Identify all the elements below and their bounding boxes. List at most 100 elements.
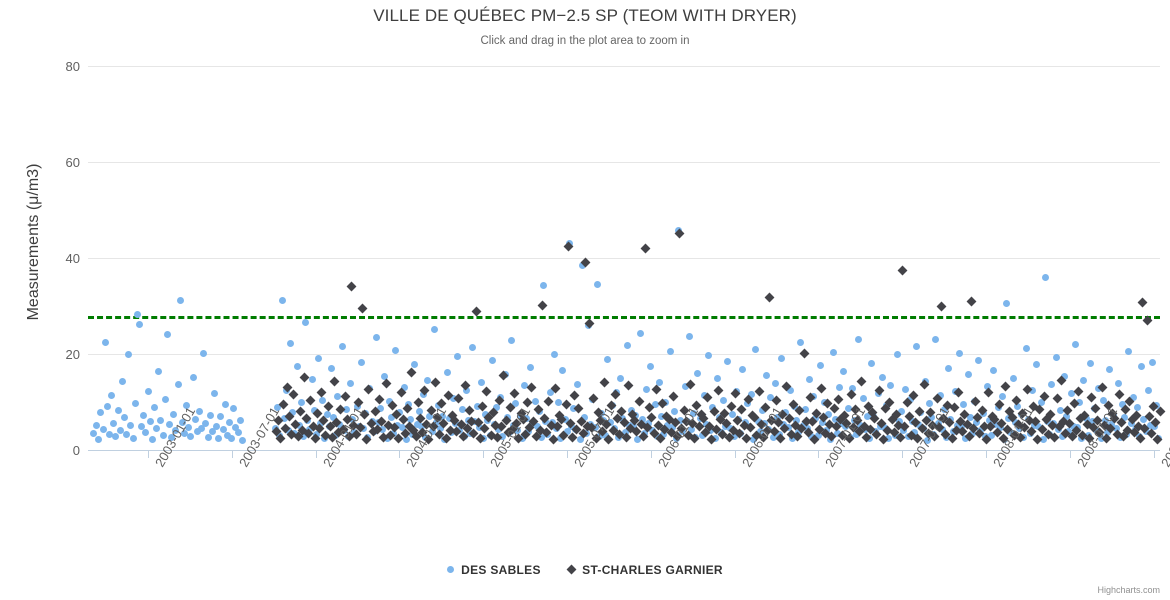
data-point[interactable] bbox=[183, 402, 191, 410]
data-point[interactable] bbox=[617, 374, 625, 382]
data-point[interactable] bbox=[932, 336, 940, 344]
data-point[interactable] bbox=[329, 414, 337, 422]
data-point[interactable] bbox=[578, 261, 586, 269]
data-point[interactable] bbox=[185, 423, 193, 431]
data-point[interactable] bbox=[475, 423, 483, 431]
data-point[interactable] bbox=[238, 436, 246, 444]
data-point[interactable] bbox=[868, 359, 876, 367]
data-point[interactable] bbox=[193, 428, 201, 436]
data-point[interactable] bbox=[236, 416, 244, 424]
data-point[interactable] bbox=[1148, 358, 1156, 366]
data-point[interactable] bbox=[720, 397, 728, 405]
data-point[interactable] bbox=[914, 406, 925, 417]
data-point[interactable] bbox=[293, 362, 301, 370]
data-point[interactable] bbox=[1000, 381, 1011, 392]
data-point[interactable] bbox=[855, 335, 863, 343]
data-point[interactable] bbox=[133, 310, 141, 318]
data-point[interactable] bbox=[215, 435, 223, 443]
data-point[interactable] bbox=[372, 334, 380, 342]
data-point[interactable] bbox=[829, 348, 837, 356]
data-point[interactable] bbox=[1056, 406, 1064, 414]
data-point[interactable] bbox=[323, 411, 331, 419]
data-point[interactable] bbox=[232, 424, 240, 432]
data-point[interactable] bbox=[668, 391, 679, 402]
data-point[interactable] bbox=[752, 345, 760, 353]
data-point[interactable] bbox=[857, 376, 867, 387]
data-point[interactable] bbox=[739, 365, 747, 373]
data-point[interactable] bbox=[599, 377, 610, 388]
data-point[interactable] bbox=[191, 415, 199, 423]
data-point[interactable] bbox=[1033, 360, 1041, 368]
data-point[interactable] bbox=[342, 405, 350, 413]
data-point[interactable] bbox=[398, 424, 406, 432]
data-point[interactable] bbox=[816, 362, 824, 370]
data-point[interactable] bbox=[773, 413, 781, 421]
data-point[interactable] bbox=[462, 386, 470, 394]
data-point[interactable] bbox=[769, 434, 777, 442]
data-point[interactable] bbox=[1052, 393, 1063, 404]
data-point[interactable] bbox=[778, 355, 786, 363]
data-point[interactable] bbox=[278, 297, 286, 305]
data-point[interactable] bbox=[159, 431, 167, 439]
data-point[interactable] bbox=[801, 405, 809, 413]
data-point[interactable] bbox=[89, 429, 97, 437]
data-point[interactable] bbox=[936, 391, 944, 399]
data-point[interactable] bbox=[424, 377, 432, 385]
data-point[interactable] bbox=[685, 332, 693, 340]
data-point[interactable] bbox=[1112, 424, 1120, 432]
data-point[interactable] bbox=[142, 429, 150, 437]
data-point[interactable] bbox=[168, 433, 176, 441]
data-point[interactable] bbox=[775, 434, 786, 444]
data-point[interactable] bbox=[885, 435, 893, 443]
data-point[interactable] bbox=[400, 383, 408, 391]
data-point[interactable] bbox=[786, 386, 794, 394]
data-point[interactable] bbox=[570, 405, 578, 413]
data-point[interactable] bbox=[983, 382, 991, 390]
data-point[interactable] bbox=[758, 407, 766, 415]
data-point[interactable] bbox=[1073, 386, 1084, 397]
data-point[interactable] bbox=[520, 382, 528, 390]
data-point[interactable] bbox=[895, 432, 906, 443]
data-point[interactable] bbox=[902, 386, 910, 394]
data-point[interactable] bbox=[165, 421, 173, 429]
data-point[interactable] bbox=[1016, 425, 1024, 433]
data-point[interactable] bbox=[853, 431, 861, 439]
data-point[interactable] bbox=[1133, 404, 1141, 412]
data-point[interactable] bbox=[210, 389, 218, 397]
data-point[interactable] bbox=[217, 413, 225, 421]
data-point[interactable] bbox=[559, 366, 567, 374]
data-point[interactable] bbox=[206, 412, 214, 420]
data-point[interactable] bbox=[604, 434, 614, 445]
data-point[interactable] bbox=[323, 401, 334, 412]
data-point[interactable] bbox=[148, 435, 156, 443]
data-point[interactable] bbox=[1144, 386, 1152, 394]
data-point[interactable] bbox=[319, 396, 327, 404]
data-point[interactable] bbox=[1028, 387, 1036, 395]
data-point[interactable] bbox=[153, 425, 161, 433]
data-point[interactable] bbox=[1088, 418, 1096, 426]
data-point[interactable] bbox=[1071, 340, 1079, 348]
data-point[interactable] bbox=[314, 354, 322, 362]
data-point[interactable] bbox=[402, 435, 410, 443]
data-point[interactable] bbox=[453, 393, 464, 404]
data-point[interactable] bbox=[157, 417, 165, 425]
data-point[interactable] bbox=[913, 343, 921, 351]
data-point[interactable] bbox=[469, 344, 477, 352]
data-point[interactable] bbox=[814, 432, 822, 440]
data-point[interactable] bbox=[110, 419, 118, 427]
data-point[interactable] bbox=[604, 355, 612, 363]
data-point[interactable] bbox=[527, 364, 535, 372]
data-point[interactable] bbox=[973, 419, 981, 427]
data-point[interactable] bbox=[767, 394, 775, 402]
data-point[interactable] bbox=[430, 377, 441, 388]
data-point[interactable] bbox=[413, 397, 424, 407]
data-point[interactable] bbox=[1140, 416, 1148, 424]
data-point[interactable] bbox=[726, 401, 737, 412]
data-point[interactable] bbox=[208, 427, 216, 435]
data-point[interactable] bbox=[690, 410, 698, 418]
data-point[interactable] bbox=[340, 391, 351, 402]
data-point[interactable] bbox=[381, 373, 389, 381]
data-point[interactable] bbox=[1097, 435, 1105, 443]
data-point[interactable] bbox=[138, 423, 146, 431]
data-point[interactable] bbox=[346, 281, 357, 292]
